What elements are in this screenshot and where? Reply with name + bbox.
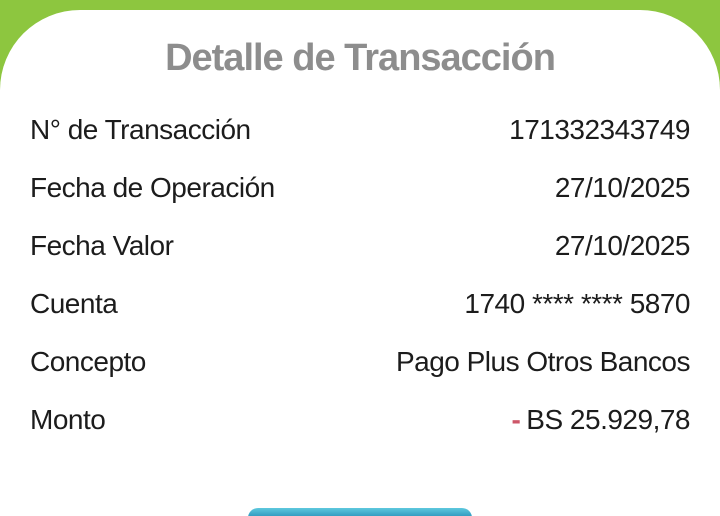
detail-label: Monto [30,404,106,435]
detail-value: - BS 25.929,78 [511,404,690,436]
detail-label: Cuenta [30,288,118,319]
detail-value-amount: Pago Plus Otros Bancos [395,346,691,377]
detail-row: Monto - BS 25.929,78 [0,391,720,449]
detail-value-amount: 27/10/2025 [554,172,691,203]
detail-value: 27/10/2025 [554,172,691,204]
detail-label: Concepto [30,346,146,377]
detail-value: 27/10/2025 [554,230,691,262]
detail-row: Cuenta 1740 **** **** 5870 [0,275,720,333]
detail-label: Fecha de Operación [30,172,275,203]
detail-value: 1740 **** **** 5870 [464,288,690,320]
detail-value-sign: - [511,404,521,435]
detail-row: N° de Transacción 171332343749 [0,101,720,159]
page-title: Detalle de Transacción [165,37,556,79]
detail-value-amount: 1740 **** **** 5870 [464,288,690,319]
detail-row: Fecha Valor 27/10/2025 [0,217,720,275]
detail-row: Fecha de Operación 27/10/2025 [0,159,720,217]
detail-row: Concepto Pago Plus Otros Bancos [0,333,720,391]
detail-value-amount: 171332343749 [509,114,690,145]
detail-value: 171332343749 [509,114,690,146]
detail-value-amount: 27/10/2025 [554,230,691,261]
bottom-action-button[interactable] [248,508,472,516]
details-list: N° de Transacción 171332343749 Fecha de … [0,101,720,449]
detail-value: Pago Plus Otros Bancos [395,346,691,378]
detail-label: Fecha Valor [30,230,174,261]
transaction-detail-card: Detalle de Transacción N° de Transacción… [0,10,720,516]
detail-value-amount: BS 25.929,78 [526,404,690,435]
detail-label: N° de Transacción [30,114,251,145]
